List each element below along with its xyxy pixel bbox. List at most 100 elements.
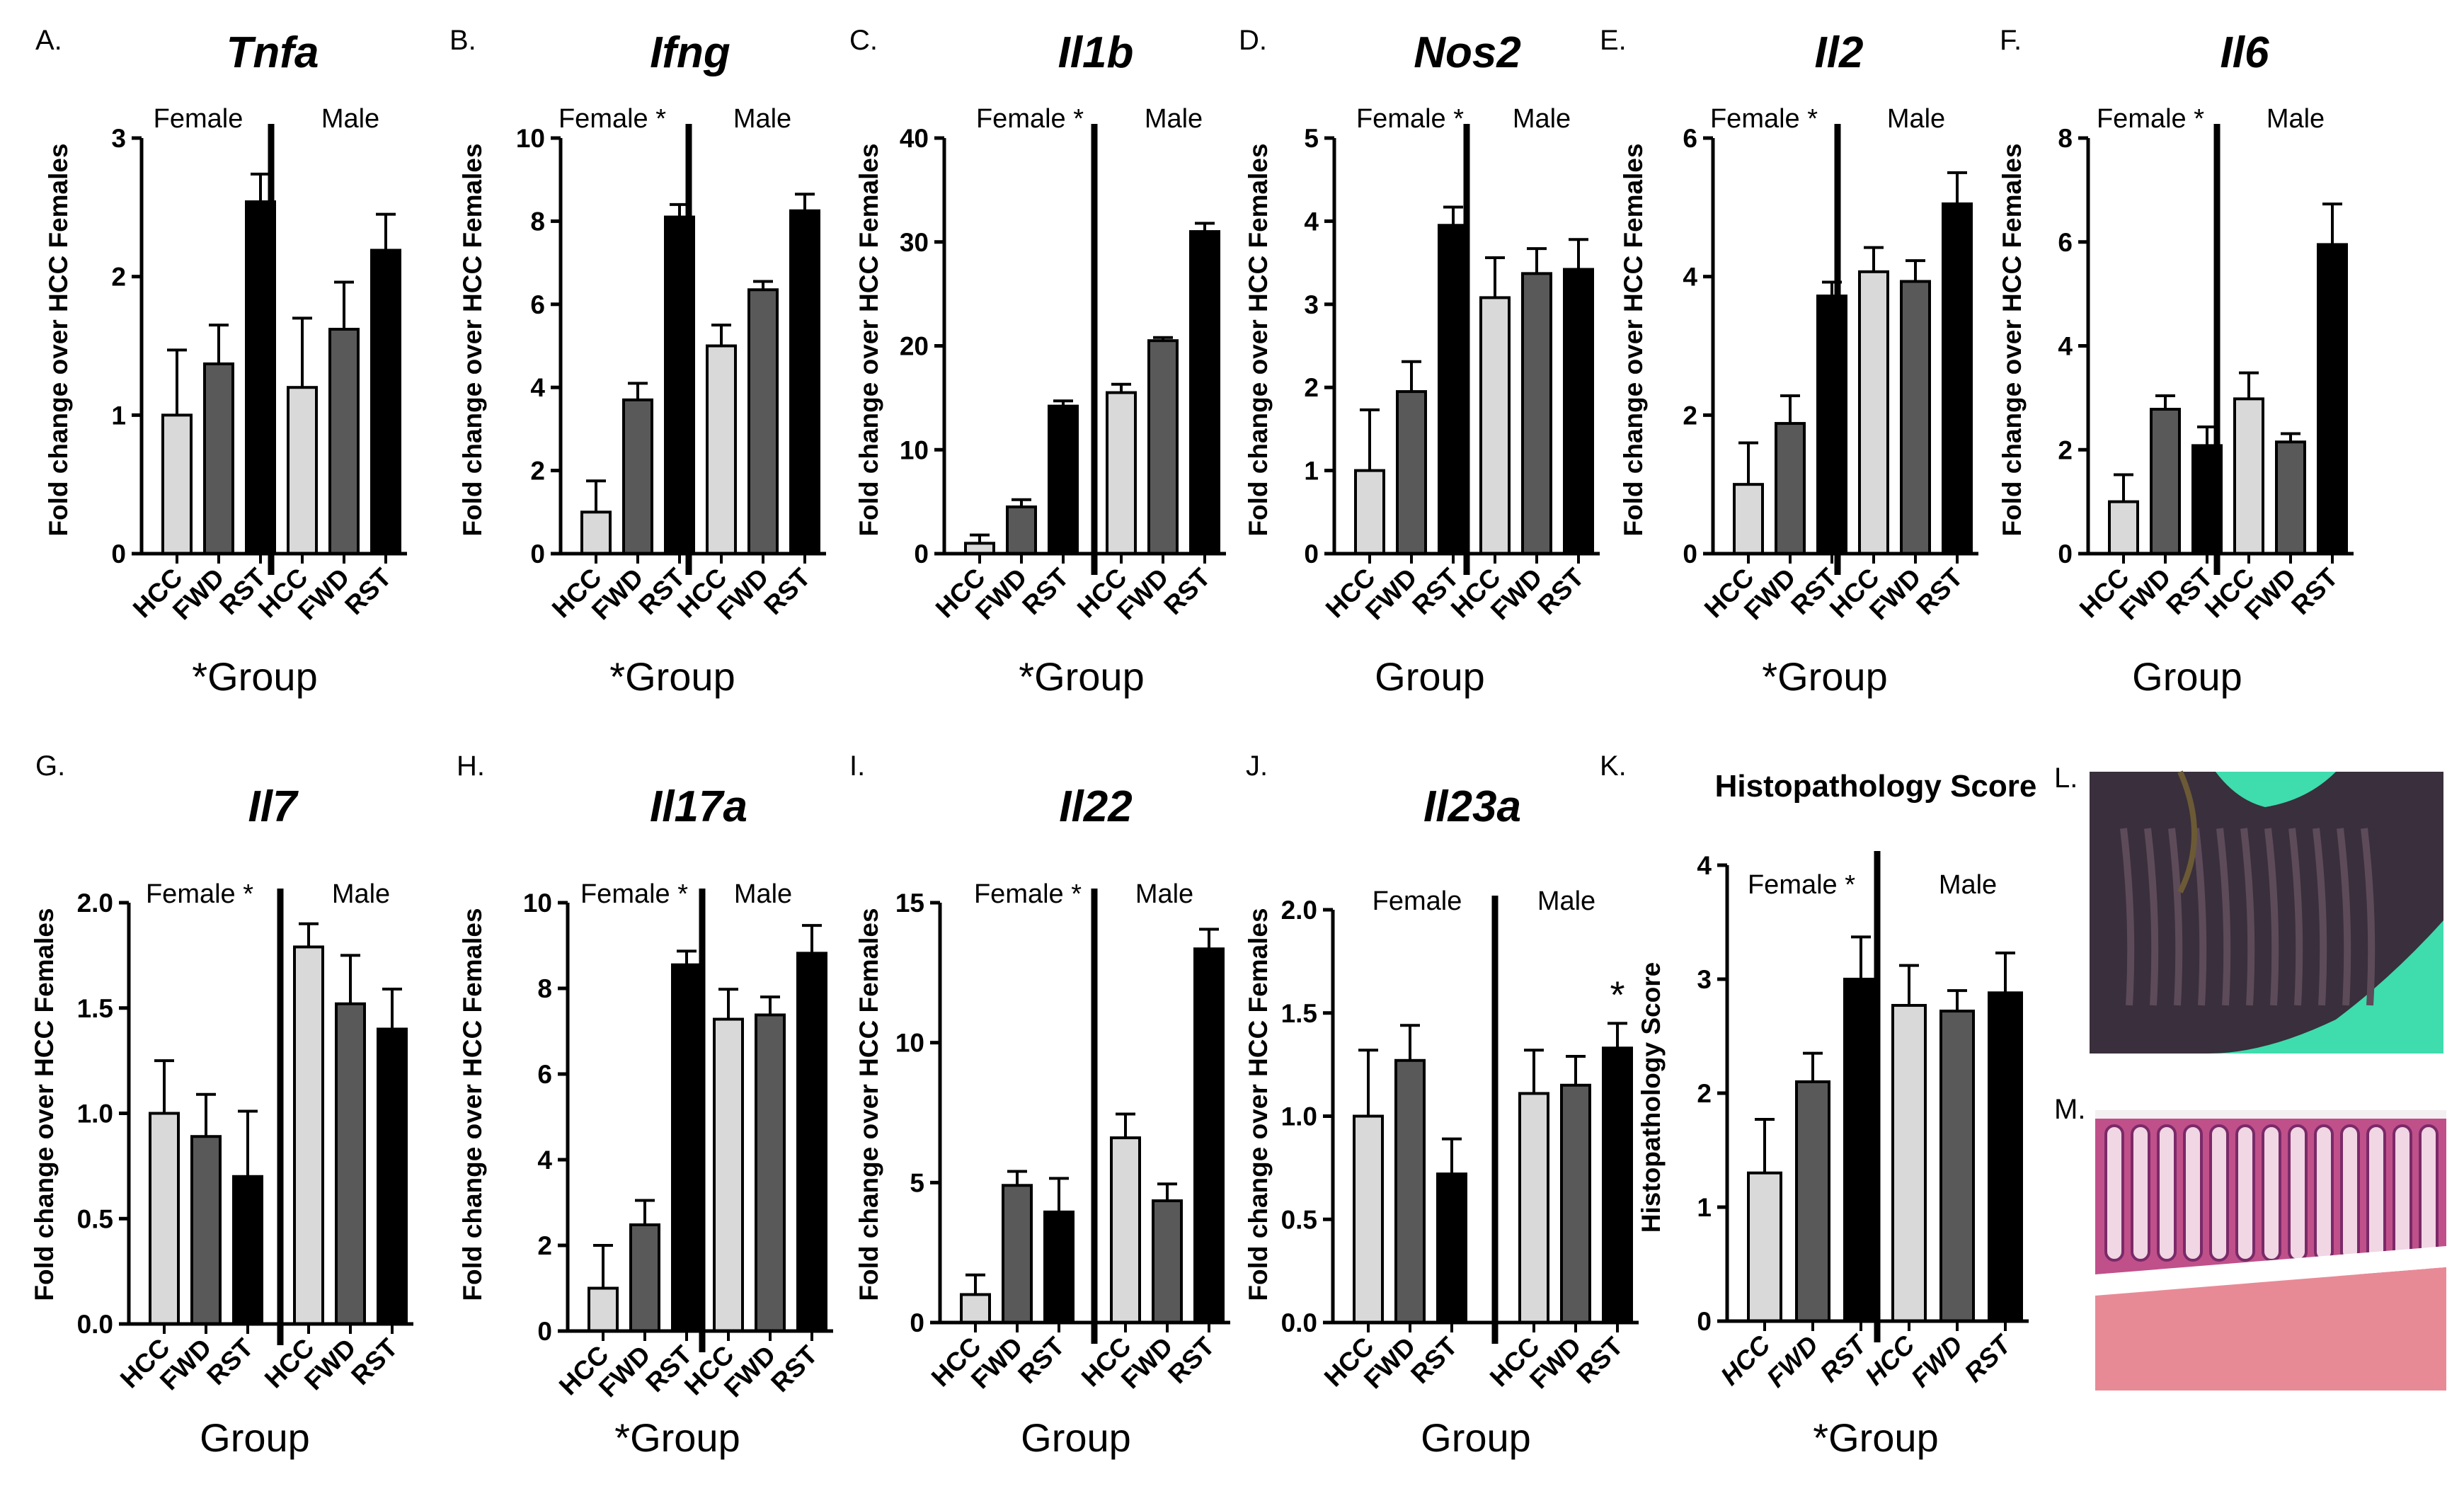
- y-axis-label: Fold change over HCC Females: [1998, 143, 2027, 536]
- male-label: Male: [1145, 104, 1203, 134]
- x-tick-label: RST: [2286, 562, 2344, 620]
- y-axis-label: Fold change over HCC Females: [854, 143, 883, 536]
- crypt-structure: [2104, 1124, 2124, 1262]
- y-tick-label: 1: [1304, 457, 1319, 486]
- chart-title: Tnfa: [227, 28, 319, 77]
- male-label: Male: [733, 104, 791, 134]
- y-tick-label: 0: [910, 1308, 924, 1337]
- female-label: Female *: [580, 879, 688, 909]
- y-tick-label: 1.5: [77, 994, 113, 1023]
- bar-fwd: [2150, 408, 2181, 556]
- bar-fwd: [1396, 390, 1427, 555]
- x-axis-label: *Group: [192, 654, 317, 699]
- bar-hcc: [1747, 1171, 1782, 1323]
- y-tick-label: 0.0: [77, 1310, 113, 1339]
- y-tick-label: 2.0: [1281, 896, 1317, 925]
- y-tick-label: 0: [1683, 539, 1697, 569]
- crypt-structure: [2366, 1124, 2386, 1262]
- y-tick-label: 15: [895, 889, 924, 918]
- crypt-structure: [2144, 828, 2159, 1006]
- y-tick-label: 1.0: [77, 1100, 113, 1129]
- crypt-structure: [2168, 828, 2183, 1006]
- x-tick-label: RST: [1405, 1331, 1463, 1389]
- chart-panel-i: I. Il22 0 5 10 15 Fold change over HCC Females…: [849, 750, 1230, 1460]
- bar-fwd: [1939, 1010, 1975, 1323]
- bar-rst: [1563, 268, 1594, 555]
- x-tick-label: RST: [1012, 1331, 1070, 1389]
- female-label: Female *: [974, 879, 1082, 909]
- y-axis-label: Fold change over HCC Females: [1244, 908, 1273, 1301]
- bar-rst: [1193, 947, 1225, 1324]
- chart-title: Il7: [248, 782, 299, 831]
- bar-rst: [1843, 978, 1879, 1323]
- y-tick-label: 4: [1697, 851, 1712, 880]
- female-label: Female *: [2097, 104, 2204, 134]
- y-tick-label: 2: [1697, 1079, 1712, 1108]
- bar-hcc: [2233, 397, 2264, 556]
- x-tick-label: FWD: [1761, 1330, 1824, 1393]
- bar-hcc: [1518, 1092, 1549, 1325]
- x-tick-label: HCC: [1715, 1330, 1777, 1391]
- male-label: Male: [2267, 104, 2325, 134]
- crypt-structure: [2264, 828, 2279, 1006]
- y-axis-label: Fold change over HCC Females: [458, 908, 487, 1301]
- crypt-structure: [2313, 828, 2327, 1006]
- bar-hcc: [149, 1112, 180, 1325]
- histology-image-m: M.: [2054, 1094, 2446, 1391]
- bar-fwd: [629, 1223, 660, 1332]
- y-tick-label: 6: [537, 1060, 552, 1089]
- bar-fwd: [328, 328, 360, 555]
- female-label: Female: [154, 104, 243, 134]
- x-tick-label: HCC: [1860, 1330, 1921, 1391]
- crypt-structure: [2240, 828, 2255, 1006]
- female-label: Female: [1373, 886, 1462, 916]
- y-tick-label: 3: [1697, 965, 1712, 994]
- x-tick-label: RST: [765, 1340, 823, 1398]
- male-label: Male: [1939, 870, 1997, 900]
- muscle-layer: [2177, 770, 2197, 893]
- bar-hcc: [1479, 296, 1511, 555]
- panel-letter: I.: [849, 750, 865, 782]
- x-tick-label: RST: [1532, 562, 1590, 620]
- panel-letter: K.: [1600, 750, 1627, 782]
- bar-rst: [232, 1175, 263, 1325]
- bar-rst: [671, 963, 702, 1332]
- female-label: Female *: [1710, 104, 1818, 134]
- x-tick-label: RST: [339, 562, 397, 620]
- y-tick-label: 1.5: [1281, 999, 1317, 1028]
- panel-letter: G.: [35, 750, 65, 782]
- x-tick-label: RST: [1571, 1331, 1629, 1389]
- y-tick-label: 8: [530, 207, 545, 236]
- tissue-gap: [2095, 1246, 2446, 1296]
- bar-hcc: [1858, 270, 1889, 555]
- chart-title: Nos2: [1414, 28, 1521, 77]
- x-tick-label: FWD: [1906, 1330, 1969, 1393]
- panel-letter: D.: [1239, 25, 1267, 56]
- bar-rst: [1988, 991, 2023, 1323]
- bar-rst: [789, 209, 820, 555]
- bar-fwd: [747, 288, 779, 555]
- chart-title: Ifng: [650, 28, 730, 77]
- bar-fwd: [755, 1013, 786, 1332]
- y-tick-label: 30: [900, 228, 929, 257]
- crypt-structure: [2183, 1124, 2203, 1262]
- y-axis-label: Fold change over HCC Females: [1619, 143, 1648, 536]
- panel-letter: M.: [2054, 1094, 2085, 1125]
- y-tick-label: 6: [1683, 124, 1697, 153]
- x-axis-label: Group: [200, 1415, 310, 1460]
- y-tick-label: 4: [2058, 332, 2073, 361]
- crypt-structure: [2131, 1124, 2150, 1262]
- x-axis-label: *Group: [1019, 654, 1144, 699]
- bar-hcc: [1354, 469, 1385, 555]
- y-tick-label: 6: [2058, 228, 2073, 257]
- y-axis-label: Fold change over HCC Females: [44, 143, 73, 536]
- bar-fwd: [2275, 440, 2306, 556]
- y-tick-label: 1: [1697, 1193, 1712, 1222]
- bar-fwd: [1775, 422, 1806, 555]
- crypt-structure: [2419, 1124, 2439, 1262]
- y-axis-label: Histopathology Score: [1637, 962, 1666, 1233]
- crypt-structure: [2157, 1124, 2177, 1262]
- x-axis-label: *Group: [1762, 654, 1887, 699]
- y-tick-label: 3: [1304, 290, 1319, 319]
